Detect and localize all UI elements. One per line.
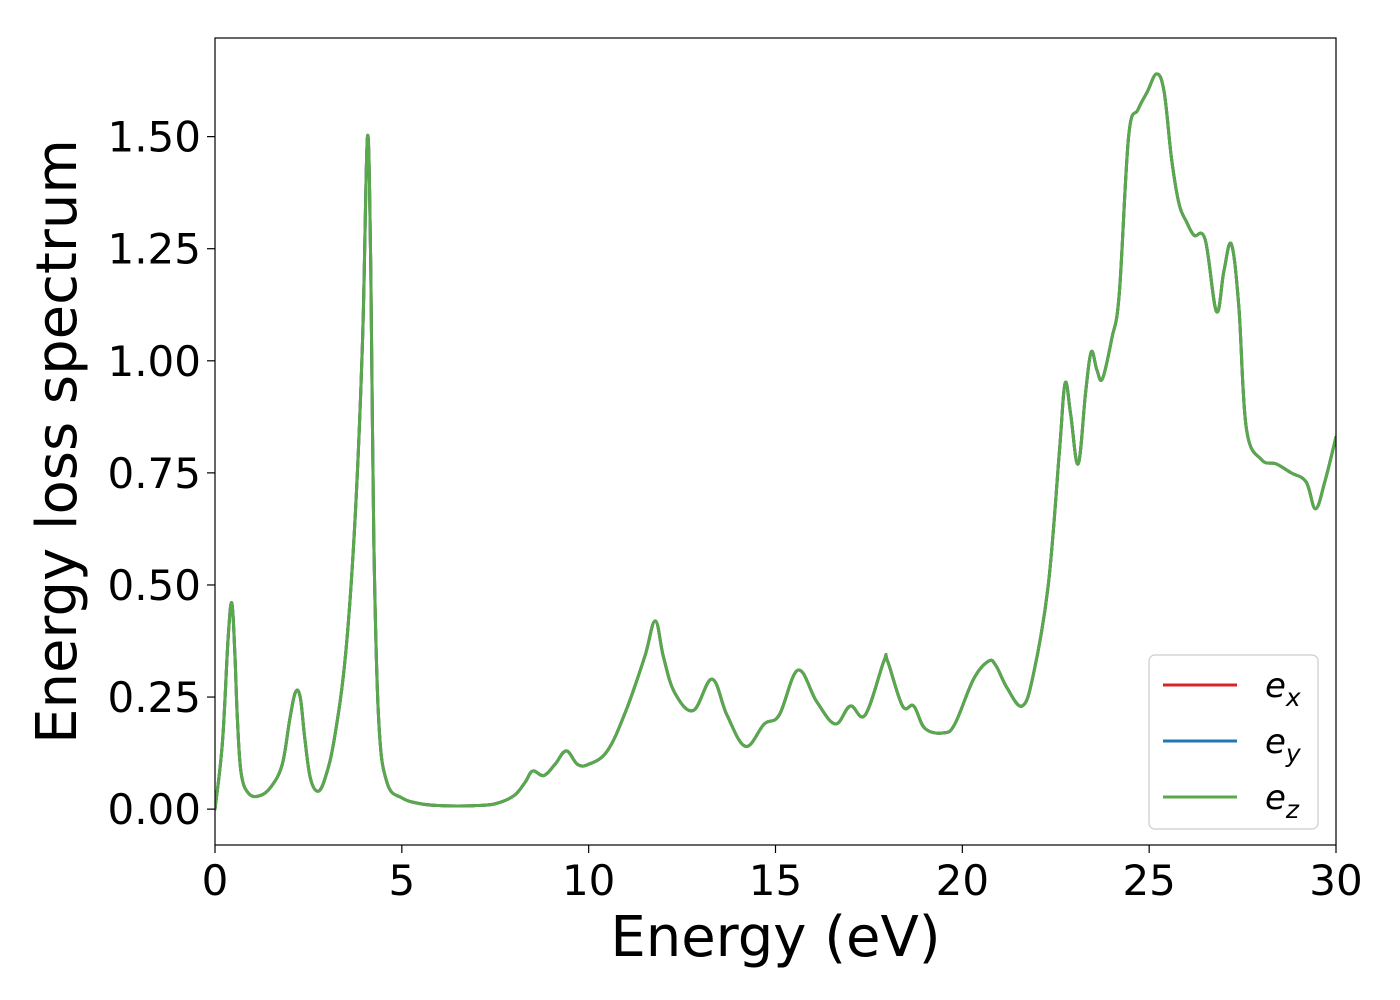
y-tick-label: 0.25 (107, 673, 201, 722)
x-axis-label: Energy (eV) (610, 905, 940, 970)
x-axis-ticks: 0 5 10 15 20 25 30 (202, 845, 1363, 905)
legend-label-x: ex (1265, 666, 1301, 712)
y-tick-label: 0.75 (107, 449, 201, 498)
x-tick-label: 5 (388, 856, 415, 905)
x-tick-label: 15 (749, 856, 802, 905)
x-tick-label: 0 (202, 856, 229, 905)
y-axis-ticks: 0.00 0.25 0.50 0.75 1.00 1.25 1.50 (107, 113, 215, 834)
series-line-z (215, 72, 1336, 811)
y-tick-label: 0.00 (107, 785, 201, 834)
y-tick-label: 1.25 (107, 225, 201, 274)
legend-label-z: ez (1265, 778, 1300, 824)
series-layer (215, 72, 1336, 811)
y-tick-label: 1.00 (107, 337, 201, 386)
x-tick-label: 20 (936, 856, 989, 905)
x-tick-label: 30 (1309, 856, 1362, 905)
y-tick-label: 1.50 (107, 113, 201, 162)
legend-label-y: ey (1265, 722, 1302, 768)
x-tick-label: 25 (1122, 856, 1175, 905)
y-axis-label: Energy loss spectrum (25, 139, 90, 744)
legend: ex ey ez (1148, 654, 1319, 830)
y-tick-label: 0.50 (107, 561, 201, 610)
x-tick-label: 10 (562, 856, 615, 905)
